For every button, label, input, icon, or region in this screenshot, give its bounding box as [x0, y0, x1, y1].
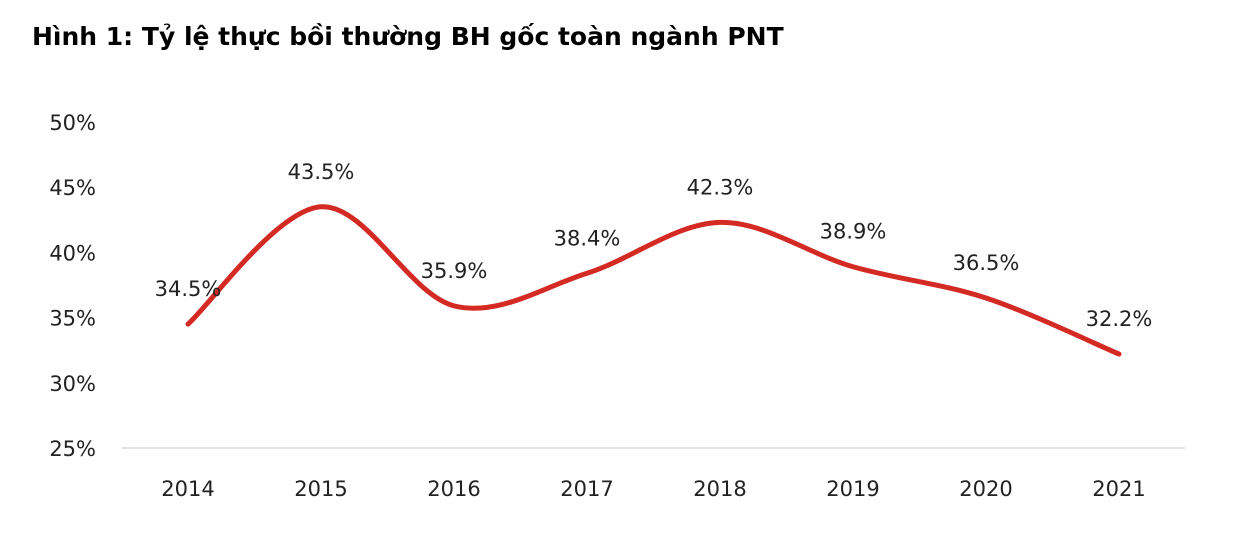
data-label: 38.9%	[820, 220, 887, 244]
x-tick-label: 2018	[693, 477, 746, 501]
x-tick-label: 2021	[1092, 477, 1145, 501]
y-tick-label: 50%	[49, 111, 96, 135]
y-tick-label: 45%	[49, 176, 96, 200]
x-tick-label: 2019	[826, 477, 879, 501]
data-label: 43.5%	[288, 160, 355, 184]
data-label: 42.3%	[687, 175, 754, 199]
x-tick-label: 2016	[427, 477, 480, 501]
y-tick-label: 25%	[49, 437, 96, 461]
data-label: 35.9%	[421, 259, 488, 283]
x-tick-label: 2020	[959, 477, 1012, 501]
chart-title: Hình 1: Tỷ lệ thực bồi thường BH gốc toà…	[32, 22, 784, 51]
x-tick-label: 2015	[294, 477, 347, 501]
y-tick-label: 40%	[49, 241, 96, 265]
x-tick-label: 2017	[560, 477, 613, 501]
y-tick-label: 30%	[49, 372, 96, 396]
data-labels: 34.5% 43.5% 35.9% 38.4% 42.3% 38.9% 36.5% 32.2%	[155, 160, 1153, 331]
data-label: 34.5%	[155, 277, 222, 301]
x-tick-label: 2014	[161, 477, 214, 501]
data-label: 36.5%	[953, 251, 1020, 275]
y-axis-ticks: 25% 30% 35% 40% 45% 50%	[49, 111, 96, 461]
y-tick-label: 35%	[49, 307, 96, 331]
x-axis-ticks: 2014 2015 2016 2017 2018 2019 2020 2021	[161, 477, 1145, 501]
data-label: 38.4%	[554, 226, 621, 250]
series-line	[185, 204, 1122, 357]
data-label: 32.2%	[1086, 307, 1153, 331]
